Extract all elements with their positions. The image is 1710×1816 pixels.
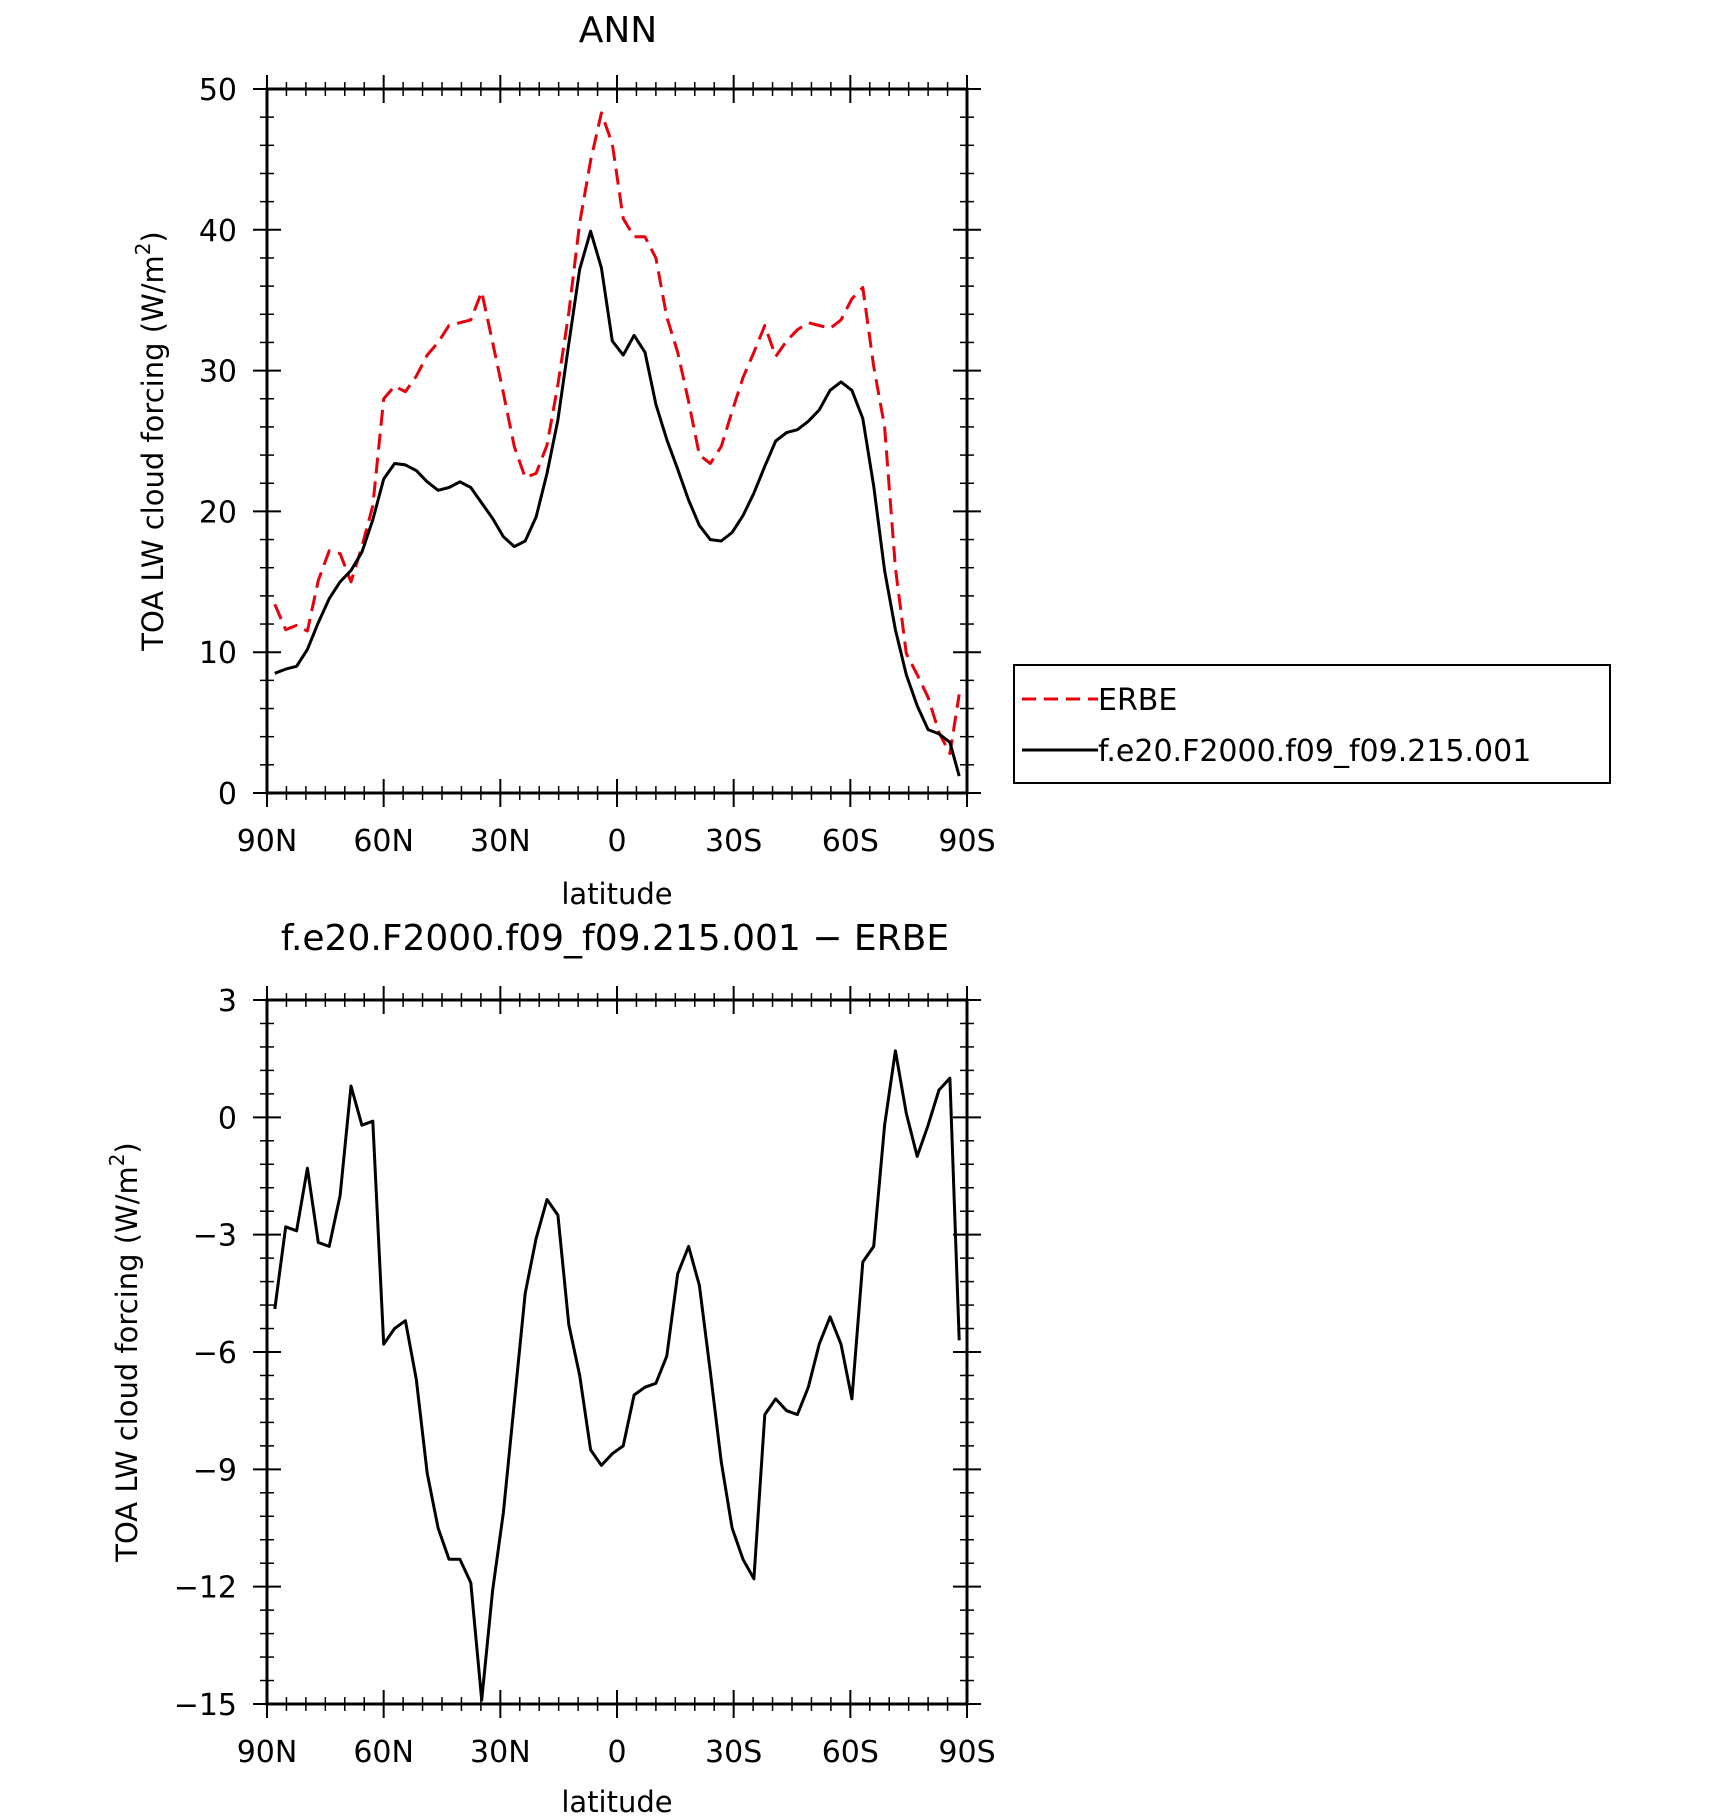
- x-tick-label: 90S: [938, 1735, 995, 1770]
- x-tick-label: 30N: [470, 824, 531, 859]
- y-tick-label: −15: [174, 1688, 237, 1723]
- plot-frame: [265, 87, 969, 795]
- legend-label-model: f.e20.F2000.f09_f09.215.001: [1098, 734, 1531, 769]
- x-tick-label: 60S: [822, 1735, 879, 1770]
- y-tick-labels: 3 0 −3 −6 −9 −12 −15: [174, 984, 237, 1723]
- y-tick-label: 10: [199, 636, 237, 671]
- x-tick-labels: 90N 60N 30N 0 30S 60S 90S: [237, 824, 996, 859]
- y-tick-label: 20: [199, 495, 237, 530]
- y-tick-label: −12: [174, 1571, 237, 1606]
- x-tick-label: 30N: [470, 1735, 531, 1770]
- x-tick-label: 60N: [353, 824, 414, 859]
- y-tick-label: 0: [218, 777, 237, 812]
- legend-box: [1013, 664, 1611, 784]
- x-tick-label: 90N: [237, 824, 298, 859]
- axis-ticks: [253, 986, 981, 1718]
- y-tick-label: −9: [193, 1453, 237, 1488]
- x-tick-label: 60N: [353, 1735, 414, 1770]
- x-tick-label: 0: [607, 824, 626, 859]
- chart-title: ANN: [579, 10, 658, 51]
- series-layer: [273, 111, 961, 777]
- chart-panel-annual: ANN 0 10 20 30 40 50 90N 60N 30N 0 30S 60S 90S lati…: [131, 10, 1611, 911]
- y-tick-label: 30: [199, 355, 237, 390]
- y-tick-label: 3: [218, 984, 237, 1019]
- x-tick-label: 90S: [938, 824, 995, 859]
- legend-label-erbe: ERBE: [1098, 683, 1177, 718]
- x-tick-label: 60S: [822, 824, 879, 859]
- x-axis-label: latitude: [561, 877, 672, 911]
- chart-panel-difference: f.e20.F2000.f09_f09.215.001 − ERBE 3 0 −3 −…: [105, 918, 996, 1816]
- series-line-difference: [273, 1049, 961, 1702]
- x-tick-label: 90N: [237, 1735, 298, 1770]
- x-tick-label: 0: [607, 1735, 626, 1770]
- series-line-f-e20-f2000-f09-f09-215-001: [274, 229, 961, 777]
- series-line-erbe: [273, 111, 961, 756]
- axis-ticks: [253, 75, 981, 807]
- x-axis-label: latitude: [561, 1785, 672, 1816]
- series-layer: [273, 1049, 961, 1702]
- y-axis-label: TOA LW cloud forcing (W/m2): [105, 1142, 144, 1563]
- y-axis-label: TOA LW cloud forcing (W/m2): [131, 231, 170, 652]
- y-tick-label: 40: [199, 214, 237, 249]
- y-tick-labels: 0 10 20 30 40 50: [199, 73, 237, 812]
- y-tick-label: −6: [193, 1336, 237, 1371]
- y-tick-label: −3: [193, 1219, 237, 1254]
- x-tick-label: 30S: [705, 1735, 762, 1770]
- y-tick-label: 0: [218, 1101, 237, 1136]
- x-tick-labels: 90N 60N 30N 0 30S 60S 90S: [237, 1735, 996, 1770]
- chart-title: f.e20.F2000.f09_f09.215.001 − ERBE: [281, 918, 949, 959]
- y-tick-label: 50: [199, 73, 237, 108]
- legend: ERBE f.e20.F2000.f09_f09.215.001: [1013, 664, 1611, 784]
- plot-frame: [265, 998, 969, 1706]
- x-tick-label: 30S: [705, 824, 762, 859]
